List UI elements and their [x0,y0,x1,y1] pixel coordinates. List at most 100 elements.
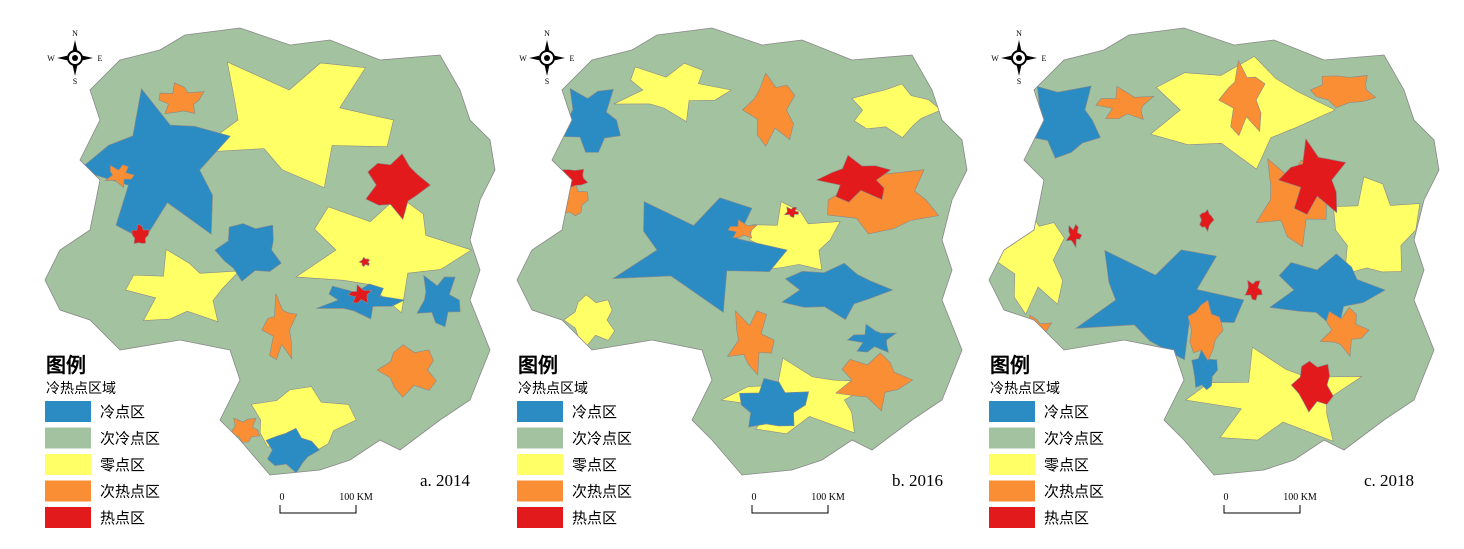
legend-swatch [517,454,563,475]
region [158,82,205,114]
region [192,61,394,189]
compass-label: N [544,29,550,38]
region [131,223,150,245]
scale-end: 100 KM [1283,492,1317,503]
compass-label: S [1017,77,1021,86]
compass-label: W [47,54,55,63]
region [214,223,282,282]
map [517,28,967,475]
scale-bar [751,505,829,514]
panel-label: b. 2016 [892,471,943,490]
legend-label: 次热点区 [100,483,160,501]
compass-label: N [72,29,78,38]
legend-label: 冷点区 [572,403,617,421]
region [104,164,135,189]
legend-swatch [517,427,563,449]
legend-swatch [989,401,1035,422]
scale-bar [1223,505,1301,514]
region [358,256,370,267]
region [229,417,261,443]
legend-swatch [517,401,563,422]
region [1218,59,1266,137]
region [1095,85,1155,121]
region [1187,299,1224,362]
legend-swatch [45,454,91,475]
compass-label: E [1042,54,1047,63]
scale-start: 0 [280,492,285,503]
legend-label: 热点区 [100,509,145,527]
region [783,206,799,219]
legend-swatch [989,507,1035,528]
region [1199,208,1215,233]
compass-label: E [570,54,575,63]
panel-label: c. 2018 [1364,471,1414,490]
region [851,83,942,138]
region [376,344,437,398]
region [611,197,788,313]
region [563,294,615,348]
legend-title: 图例 [990,353,1030,377]
region [261,293,298,360]
region [613,62,733,123]
region [989,28,1439,475]
scale-bar [279,505,357,514]
legend-swatch [45,401,91,422]
legend-title: 图例 [518,353,558,377]
legend-subtitle: 冷热点区域 [46,381,116,397]
map-outline [988,27,1440,476]
region [347,283,373,304]
legend-swatch [989,454,1035,475]
compass: N S W E [991,29,1046,86]
compass: N S W E [47,29,102,86]
compass-label: S [73,77,77,86]
region [295,195,472,314]
map-outline [516,27,968,476]
region [316,283,406,320]
legend-label: 次冷点区 [1044,430,1104,448]
compass-label: W [991,54,999,63]
region [1074,249,1245,361]
map-outline [44,27,496,476]
compass-label: N [1016,29,1022,38]
legend-label: 次冷点区 [100,430,160,448]
region [365,153,431,221]
legend-label: 零点区 [100,456,145,474]
region [739,378,810,428]
region [125,248,240,323]
legend-label: 零点区 [1044,456,1089,474]
map [45,28,495,475]
scale-start: 0 [1224,492,1229,503]
compass-label: S [545,77,549,86]
legend-label: 次热点区 [1044,483,1104,501]
panel-label: a. 2014 [420,471,471,490]
region [1309,75,1377,108]
region [1290,360,1334,413]
legend-swatch [517,507,563,528]
region [815,154,892,203]
region [1277,137,1347,215]
legend-swatch [45,427,91,449]
region [1244,279,1263,301]
region [265,427,320,474]
legend-label: 冷点区 [100,403,145,421]
region [727,219,758,239]
region [416,274,461,328]
legend-label: 次热点区 [572,483,632,501]
region [1184,346,1363,442]
region [726,310,775,376]
legend-label: 热点区 [1044,509,1089,527]
legend-swatch [45,480,91,502]
region [835,352,914,412]
legend-swatch [517,480,563,502]
legend-subtitle: 冷热点区域 [990,381,1060,397]
compass: N S W E [519,29,574,86]
legend-label: 冷点区 [1044,403,1089,421]
region [1065,223,1083,249]
legend-swatch [989,427,1035,449]
compass-label: E [98,54,103,63]
region [1333,176,1421,275]
region [1319,307,1370,358]
